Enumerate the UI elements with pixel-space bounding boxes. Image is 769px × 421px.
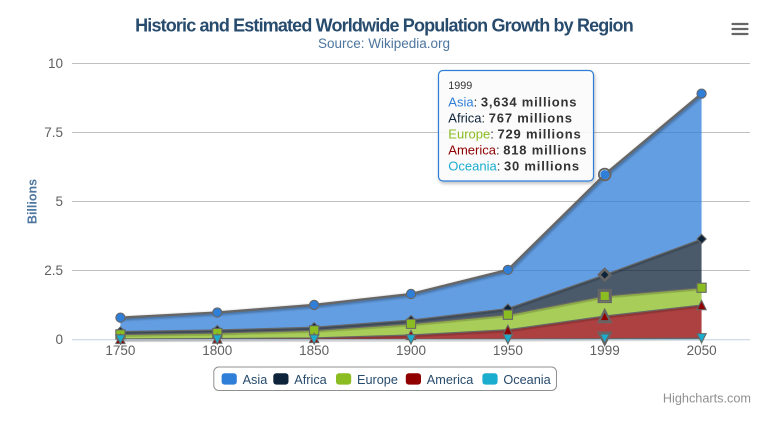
svg-text:1999: 1999 (448, 80, 472, 92)
svg-text:0: 0 (55, 332, 63, 347)
svg-text:1900: 1900 (396, 343, 426, 358)
svg-text:7.5: 7.5 (44, 125, 63, 140)
svg-text:Asia: Asia (243, 373, 269, 387)
svg-text:1950: 1950 (493, 343, 523, 358)
svg-text:Europe: 729 millions: Europe: 729 millions (448, 127, 581, 142)
svg-text:2050: 2050 (687, 343, 717, 358)
svg-text:10: 10 (48, 56, 63, 71)
svg-text:Europe: Europe (357, 373, 398, 387)
svg-text:1850: 1850 (299, 343, 329, 358)
svg-text:Billions: Billions (26, 179, 40, 224)
svg-text:1999: 1999 (590, 343, 620, 358)
svg-text:1800: 1800 (202, 343, 232, 358)
svg-text:1750: 1750 (105, 343, 135, 358)
svg-text:America: America (427, 373, 474, 387)
svg-text:Africa: 767 millions: Africa: 767 millions (448, 111, 573, 126)
svg-text:Highcharts.com: Highcharts.com (663, 392, 751, 406)
svg-text:Asia: 3,634 millions: Asia: 3,634 millions (448, 95, 577, 110)
svg-text:Source: Wikipedia.org: Source: Wikipedia.org (318, 36, 450, 51)
svg-text:5: 5 (55, 194, 63, 209)
svg-text:Oceania: 30 millions: Oceania: 30 millions (448, 159, 580, 174)
svg-text:Historic and Estimated Worldwi: Historic and Estimated Worldwide Populat… (135, 15, 633, 35)
svg-text:Africa: Africa (294, 373, 327, 387)
svg-text:2.5: 2.5 (44, 263, 63, 278)
svg-text:Oceania: Oceania (503, 373, 551, 387)
svg-text:America: 818 millions: America: 818 millions (448, 143, 587, 158)
